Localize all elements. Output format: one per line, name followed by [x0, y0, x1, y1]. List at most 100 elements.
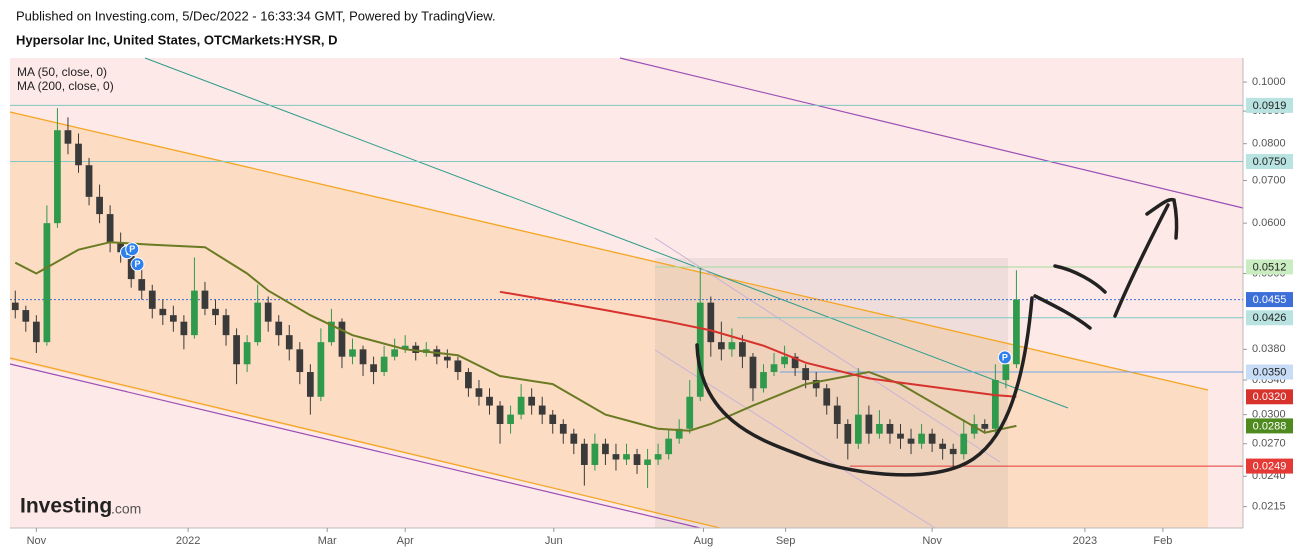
candle-body	[117, 242, 125, 253]
candle-body	[528, 396, 536, 406]
candle-body	[781, 356, 788, 365]
candle-body	[254, 302, 262, 343]
price-badge	[1246, 292, 1293, 308]
candle-body	[496, 405, 504, 424]
candle-body	[907, 438, 915, 444]
candle-body	[791, 356, 799, 369]
candle-body	[865, 414, 873, 434]
candle-body	[201, 290, 209, 309]
candle-body	[823, 388, 831, 406]
candle-body	[686, 396, 694, 429]
channel-line	[9, 111, 1209, 391]
candle-body	[1013, 299, 1020, 365]
candle-body	[707, 302, 715, 343]
candle-body	[559, 423, 567, 434]
y-tick-label: 0.0700	[1252, 174, 1286, 186]
candle-body	[612, 454, 620, 460]
price-badge-label: 0.0455	[1253, 294, 1287, 306]
trend-line	[654, 237, 1001, 463]
candle-body	[328, 321, 335, 343]
candle-body	[760, 372, 767, 389]
candle-body	[306, 372, 314, 397]
candle-body	[75, 143, 82, 166]
candle-body	[749, 356, 757, 389]
candle-body	[11, 302, 19, 311]
candle-body	[939, 443, 947, 449]
pin-label: P	[135, 259, 141, 269]
candle-body	[981, 423, 989, 429]
candle-body	[728, 342, 736, 350]
candle-body	[844, 423, 852, 444]
moving-average	[14, 241, 1017, 434]
candle-body	[717, 342, 725, 350]
x-tick-label: Feb	[1153, 535, 1172, 547]
candle-body	[928, 433, 936, 444]
candle-body	[876, 423, 883, 434]
trend-line	[619, 57, 1244, 209]
candle-body	[644, 459, 651, 465]
candle-body	[465, 372, 472, 389]
candle-body	[970, 423, 978, 434]
candle-body	[602, 443, 609, 455]
candle-body	[654, 454, 662, 460]
candle-body	[359, 349, 367, 365]
candle-body	[486, 396, 493, 406]
candle-body	[401, 345, 409, 350]
candle-body	[64, 130, 72, 144]
legend-entry: MA (200, close, 0)	[17, 79, 114, 93]
x-tick-label: 2022	[176, 535, 200, 547]
y-tick-label: 0.0215	[1252, 501, 1286, 513]
published-note: Published on Investing.com, 5/Dec/2022 -…	[16, 8, 496, 23]
pin-label: P	[129, 244, 135, 254]
candle-body	[633, 454, 641, 465]
candle-body	[380, 356, 388, 373]
candle-body	[32, 321, 40, 343]
sketch-stroke	[1053, 264, 1107, 294]
price-badge-label: 0.0350	[1253, 366, 1287, 378]
candle-body	[538, 405, 546, 415]
trend-line	[144, 57, 1069, 409]
candle-body	[675, 428, 683, 439]
candle-body	[180, 321, 188, 336]
candle-body	[454, 360, 462, 373]
candle-body	[949, 448, 957, 455]
x-tick-label: Aug	[694, 535, 714, 547]
price-badge-label: 0.0919	[1253, 100, 1287, 112]
price-badge	[1246, 364, 1293, 380]
candle-body	[886, 423, 894, 434]
pin	[130, 257, 145, 272]
sketch-stroke	[1033, 294, 1092, 330]
x-tick-label: 2023	[1073, 535, 1097, 547]
price-badge-label: 0.0426	[1253, 312, 1287, 324]
price-badge	[1246, 389, 1293, 405]
y-tick-label: 0.1000	[1252, 76, 1286, 88]
candle-body	[264, 302, 272, 322]
price-badge	[1246, 154, 1293, 170]
trend-line	[9, 363, 701, 529]
candle-body	[370, 364, 377, 373]
candle-body	[43, 223, 51, 343]
price-badge	[1246, 259, 1293, 275]
candle-body	[897, 433, 904, 439]
legend-entry: MA (50, close, 0)	[17, 65, 107, 79]
price-badge-label: 0.0512	[1253, 261, 1287, 273]
candle-body	[1002, 364, 1010, 381]
y-tick-label: 0.0380	[1252, 343, 1286, 355]
x-tick-label: Sep	[776, 535, 796, 547]
channel-fill	[10, 112, 1208, 528]
price-badge	[1246, 458, 1293, 474]
candle-body	[412, 345, 420, 353]
candle-body	[296, 349, 304, 373]
candle-body	[623, 454, 630, 460]
candle-body	[148, 290, 156, 309]
pin	[997, 350, 1012, 365]
candle-body	[317, 342, 325, 397]
candle-body	[22, 310, 30, 322]
symbol-title: Hypersolar Inc, United States, OTCMarket…	[16, 32, 337, 47]
candle-body	[54, 130, 61, 224]
x-tick-label: Nov	[27, 535, 47, 547]
candle-body	[169, 315, 177, 322]
candle-body	[233, 335, 240, 365]
candle-body	[275, 321, 283, 336]
